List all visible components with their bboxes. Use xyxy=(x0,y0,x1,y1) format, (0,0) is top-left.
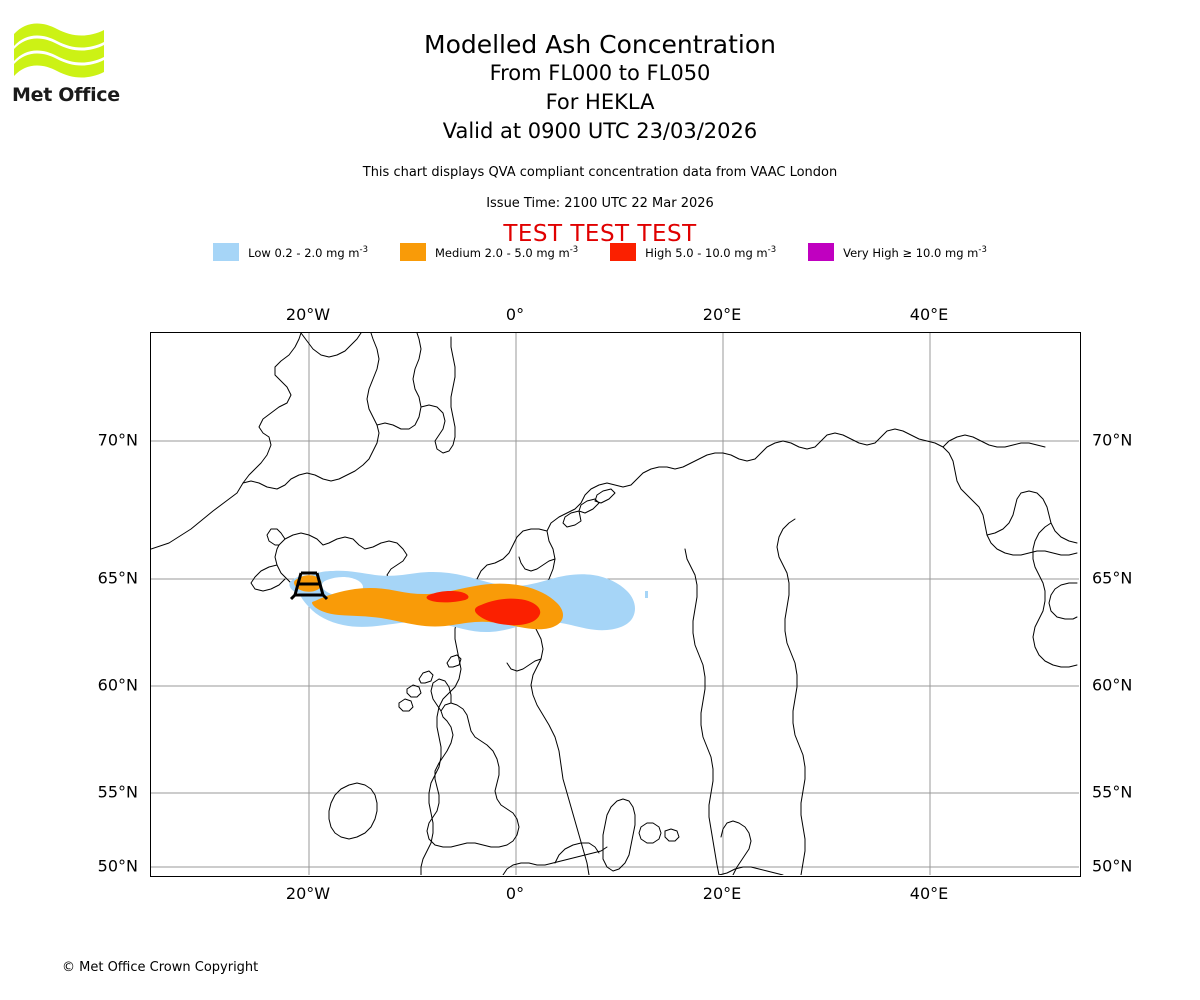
legend-label-very-high: Very High ≥ 10.0 mg m-3 xyxy=(843,244,987,260)
lat-label-right-50: 50°N xyxy=(1092,856,1133,876)
title-block: Modelled Ash Concentration From FL000 to… xyxy=(0,0,1200,248)
legend-swatch-very-high xyxy=(808,243,835,261)
lon-label-top-20: 20°E xyxy=(702,305,742,324)
lat-label-right-70: 70°N xyxy=(1092,430,1133,450)
qva-note: This chart displays QVA compliant concen… xyxy=(362,165,838,180)
map-container: 20°W 20°W 0° 0° 20°E 20°E 40°E 40°E 70°N 70°N 65°N… xyxy=(98,305,1133,903)
legend-label-low: Low 0.2 - 2.0 mg m-3 xyxy=(248,244,368,260)
issue-time: Issue Time: 2100 UTC 22 Mar 2026 xyxy=(486,196,714,211)
page-title: Modelled Ash Concentration xyxy=(424,30,776,59)
met-office-logo: Met Office xyxy=(12,22,132,112)
lat-label-left-60: 60°N xyxy=(97,675,138,695)
met-office-wordmark: Met Office xyxy=(12,84,120,106)
lat-label-right-65: 65°N xyxy=(1092,568,1133,588)
legend-label-medium: Medium 2.0 - 5.0 mg m-3 xyxy=(434,244,579,260)
legend-swatch-high xyxy=(610,243,637,261)
concentration-legend: Low 0.2 - 2.0 mg m-3 Medium 2.0 - 5.0 mg … xyxy=(0,243,1200,261)
hekla-volcano-marker xyxy=(289,571,329,601)
lat-label-right-60: 60°N xyxy=(1092,675,1133,695)
lon-label-bottom--20: 20°W xyxy=(285,884,331,903)
map-canvas xyxy=(151,333,1079,875)
lon-label-top-40: 40°E xyxy=(909,305,949,324)
lon-label-top--20: 20°W xyxy=(285,305,331,324)
coastlines xyxy=(151,333,1078,875)
legend-item-very-high: Very High ≥ 10.0 mg m-3 xyxy=(808,243,987,261)
lon-label-bottom-40: 40°E xyxy=(909,884,949,903)
legend-label-high: High 5.0 - 10.0 mg m-3 xyxy=(645,244,777,260)
valid-time-subtitle: Valid at 0900 UTC 23/03/2026 xyxy=(442,119,758,143)
lat-label-left-70: 70°N xyxy=(97,430,138,450)
flight-level-subtitle: From FL000 to FL050 xyxy=(489,61,711,85)
lon-label-bottom-20: 20°E xyxy=(702,884,742,903)
met-office-waves-icon xyxy=(14,23,104,78)
lat-label-right-55: 55°N xyxy=(1092,782,1133,802)
legend-item-medium: Medium 2.0 - 5.0 mg m-3 xyxy=(399,243,579,261)
volcano-subtitle: For HEKLA xyxy=(545,90,655,114)
map-frame xyxy=(150,332,1081,877)
copyright-footer: © Met Office Crown Copyright xyxy=(62,960,259,975)
legend-item-high: High 5.0 - 10.0 mg m-3 xyxy=(610,243,776,261)
lat-label-left-65: 65°N xyxy=(97,568,138,588)
test-banner: TEST TEST TEST xyxy=(503,221,697,247)
ash-plume-high xyxy=(426,591,541,626)
lat-label-left-55: 55°N xyxy=(97,782,138,802)
lon-label-bottom-0: 0° xyxy=(505,884,525,903)
lon-label-top-0: 0° xyxy=(505,305,525,324)
legend-swatch-medium xyxy=(399,243,426,261)
legend-swatch-low xyxy=(213,243,240,261)
legend-item-low: Low 0.2 - 2.0 mg m-3 xyxy=(213,243,368,261)
lat-label-left-50: 50°N xyxy=(97,856,138,876)
